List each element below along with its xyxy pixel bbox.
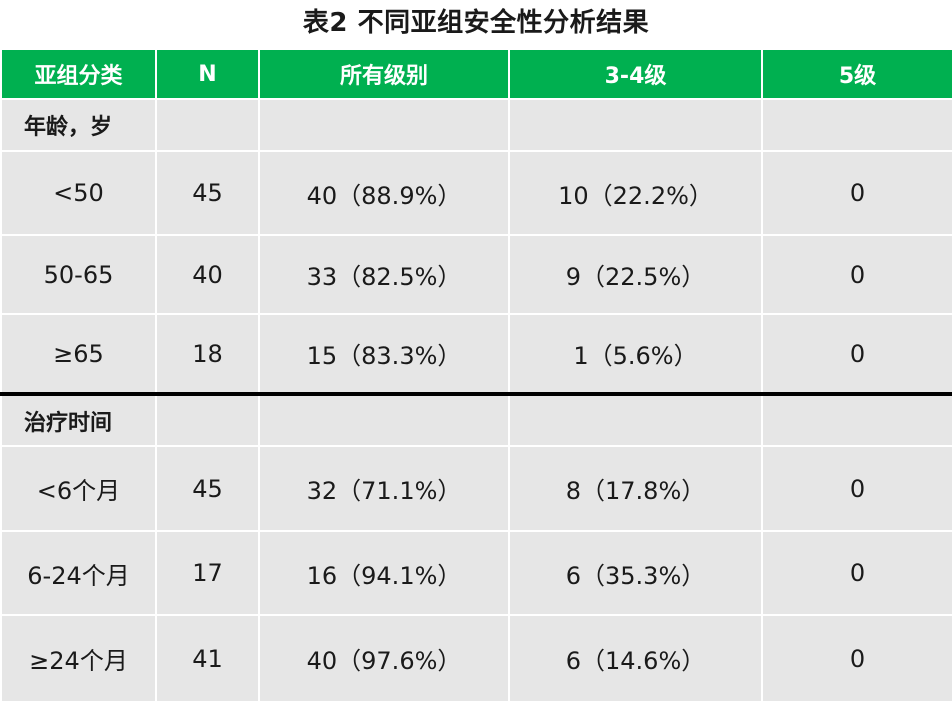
cell-group: ≥24个月 [0, 614, 157, 703]
empty-cell [761, 98, 952, 152]
cell-grade-3-4: 10（22.2%） [508, 150, 763, 236]
cell-n: 18 [155, 313, 260, 395]
table-row: 50-65 40 33（82.5%） 9（22.5%） 0 [0, 234, 952, 315]
cell-grade-3-4: 8（17.8%） [508, 445, 763, 532]
table-row: <6个月 45 32（71.1%） 8（17.8%） 0 [0, 445, 952, 532]
cell-all-grades: 33（82.5%） [258, 234, 510, 315]
cell-group: <6个月 [0, 445, 157, 532]
cell-grade-5: 0 [761, 150, 952, 236]
cell-group: <50 [0, 150, 157, 236]
table-row: 6-24个月 17 16（94.1%） 6（35.3%） 0 [0, 530, 952, 616]
section-label: 治疗时间 [0, 392, 157, 447]
header-subgroup: 亚组分类 [0, 48, 157, 100]
cell-group: 6-24个月 [0, 530, 157, 616]
header-n: N [155, 48, 260, 100]
cell-grade-3-4: 9（22.5%） [508, 234, 763, 315]
empty-cell [155, 98, 260, 152]
cell-n: 41 [155, 614, 260, 703]
table-row: ≥24个月 41 40（97.6%） 6（14.6%） 0 [0, 614, 952, 703]
cell-group: ≥65 [0, 313, 157, 395]
cell-grade-3-4: 6（14.6%） [508, 614, 763, 703]
header-grade-5: 5级 [761, 48, 952, 100]
cell-n: 45 [155, 445, 260, 532]
safety-results-table: 亚组分类 N 所有级别 3-4级 5级 年龄，岁 <50 45 40（88.9%… [0, 48, 952, 703]
cell-grade-5: 0 [761, 313, 952, 395]
table-row: <50 45 40（88.9%） 10（22.2%） 0 [0, 150, 952, 236]
cell-grade-5: 0 [761, 614, 952, 703]
table-title: 表2 不同亚组安全性分析结果 [302, 8, 650, 38]
cell-grade-5: 0 [761, 530, 952, 616]
empty-cell [508, 98, 763, 152]
cell-all-grades: 32（71.1%） [258, 445, 510, 532]
cell-n: 40 [155, 234, 260, 315]
cell-n: 45 [155, 150, 260, 236]
empty-cell [258, 98, 510, 152]
cell-all-grades: 16（94.1%） [258, 530, 510, 616]
header-all-grades: 所有级别 [258, 48, 510, 100]
cell-grade-5: 0 [761, 445, 952, 532]
section-row-age: 年龄，岁 [0, 98, 952, 152]
empty-cell [508, 392, 763, 447]
section-label: 年龄，岁 [0, 98, 157, 152]
cell-grade-3-4: 6（35.3%） [508, 530, 763, 616]
cell-n: 17 [155, 530, 260, 616]
cell-all-grades: 40（97.6%） [258, 614, 510, 703]
section-row-treatment-time: 治疗时间 [0, 392, 952, 447]
empty-cell [155, 392, 260, 447]
cell-all-grades: 15（83.3%） [258, 313, 510, 395]
table-row: ≥65 18 15（83.3%） 1（5.6%） 0 [0, 313, 952, 395]
empty-cell [258, 392, 510, 447]
cell-all-grades: 40（88.9%） [258, 150, 510, 236]
header-row: 亚组分类 N 所有级别 3-4级 5级 [0, 48, 952, 100]
cell-group: 50-65 [0, 234, 157, 315]
header-grade-3-4: 3-4级 [508, 48, 763, 100]
cell-grade-3-4: 1（5.6%） [508, 313, 763, 395]
empty-cell [761, 392, 952, 447]
cell-grade-5: 0 [761, 234, 952, 315]
